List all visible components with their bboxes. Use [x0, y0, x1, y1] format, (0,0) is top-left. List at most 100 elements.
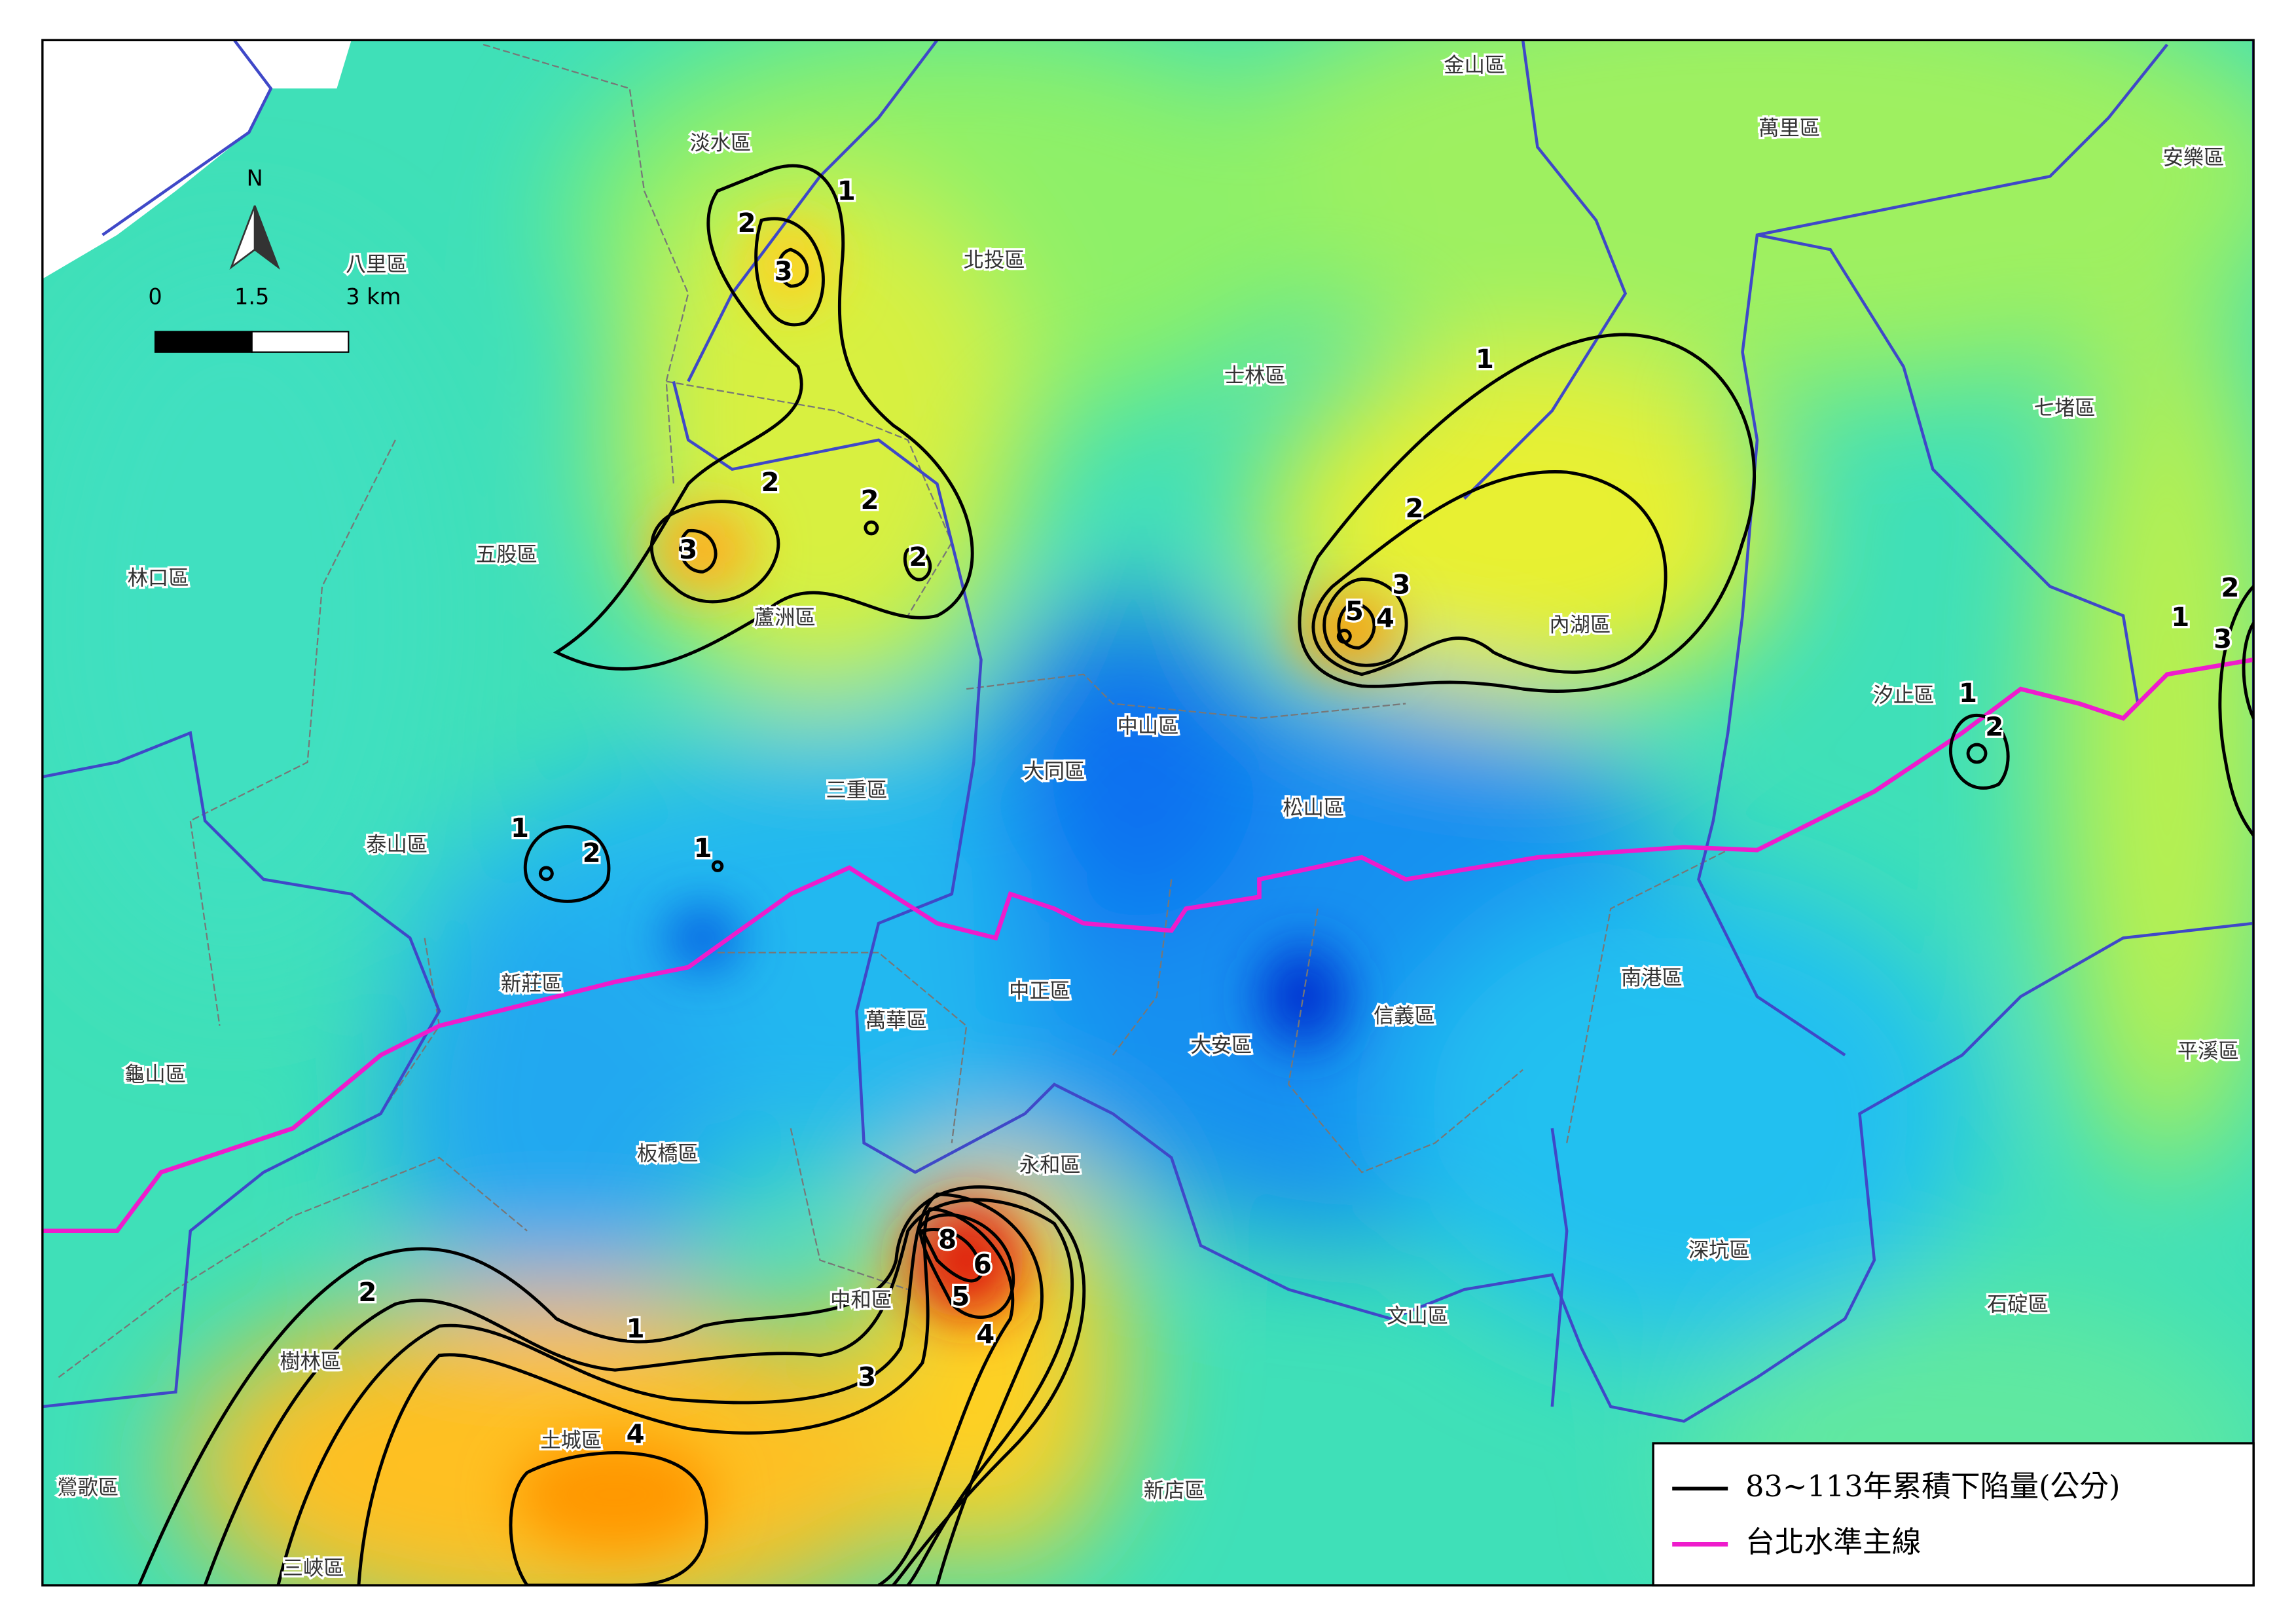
contour-label: 3 [2214, 624, 2232, 654]
contour-line [357, 1207, 1015, 1585]
district-label: 大安區 [1190, 1033, 1252, 1057]
blob [42, 249, 454, 982]
contour-label: 1 [1959, 678, 1977, 709]
district-label: 土城區 [540, 1429, 602, 1452]
map-frame [41, 39, 2255, 1587]
contour-line [509, 1451, 708, 1585]
contour-label: 4 [976, 1320, 994, 1350]
blob [175, 1289, 938, 1585]
contour-label: 3 [858, 1363, 876, 1393]
contour-line [523, 825, 724, 903]
contour-label: 3 [774, 257, 793, 287]
district-label: 萬里區 [1758, 117, 1820, 140]
district-label: 樹林區 [280, 1350, 341, 1373]
district-label: 中山區 [1118, 714, 1179, 738]
district-label: 永和區 [1019, 1154, 1081, 1177]
contour-label: 1 [1476, 344, 1494, 375]
contour-label: 4 [1376, 604, 1394, 634]
contour-label: 2 [1985, 712, 2003, 743]
contour-label: 2 [738, 208, 756, 238]
contour-label: 2 [358, 1278, 376, 1308]
district-label: 汐止區 [1873, 684, 1935, 707]
legend-box [1652, 1442, 2255, 1587]
contour-line [137, 1185, 1086, 1585]
contour-label: 1 [627, 1314, 645, 1344]
district-label: 八里區 [346, 253, 407, 276]
contour-label: 3 [1392, 570, 1410, 600]
district-label: 鶯歌區 [57, 1476, 118, 1500]
district-label: 三峽區 [283, 1557, 344, 1580]
scale-segment [251, 331, 350, 353]
district-label: 深坑區 [1688, 1238, 1750, 1262]
scale-label: 3 km [346, 284, 401, 309]
legend-label: 台北水準主線 [1745, 1524, 1921, 1559]
blob [1201, 40, 2254, 396]
contour-line [918, 1213, 1015, 1319]
district-label: 板橋區 [637, 1142, 699, 1166]
contour-line [553, 164, 974, 671]
contour-label: 1 [2171, 602, 2189, 633]
blob [651, 506, 754, 594]
district-label: 蘆洲區 [754, 606, 816, 629]
contour-line [650, 217, 932, 604]
contour-label: 2 [1406, 494, 1424, 524]
contour-label: 2 [583, 838, 601, 868]
district-label: 三重區 [826, 779, 887, 802]
north-arrow: N [229, 165, 280, 270]
district-label: 大同區 [1023, 760, 1085, 783]
leveling-line [42, 657, 2254, 1234]
contour-label: 5 [1345, 597, 1364, 627]
district-label: 信義區 [1374, 1005, 1435, 1028]
contour-line [203, 1198, 1074, 1585]
scale-segment [154, 331, 253, 353]
contour-label: 3 [679, 535, 697, 565]
district-label: 新莊區 [501, 972, 562, 995]
blob [512, 1435, 718, 1553]
contour-line [1311, 470, 1667, 676]
contours [137, 164, 2254, 1585]
district-label: 泰山區 [366, 833, 428, 857]
legend: 83~113年累積下陷量(公分) 台北水準主線 [1652, 1442, 2255, 1587]
district-label: 新店區 [1144, 1479, 1205, 1502]
contour-label: 2 [761, 468, 779, 498]
district-label: 七堵區 [2034, 396, 2096, 420]
scale-label: 0 [148, 284, 162, 309]
scale-label: 1.5 [234, 284, 269, 309]
district-label: 中和區 [830, 1289, 892, 1312]
district-label: 林口區 [128, 566, 189, 590]
district-label: 北投區 [964, 249, 1025, 272]
blob [380, 908, 733, 1319]
legend-label: 83~113年累積下陷量(公分) [1745, 1469, 2120, 1504]
north-arrow-right [253, 205, 280, 270]
district-label: 萬華區 [866, 1008, 927, 1032]
district-label: 中正區 [1009, 980, 1070, 1003]
contour-line [276, 1192, 1044, 1585]
district-label: 南港區 [1621, 966, 1683, 989]
contour-label: 2 [2221, 573, 2239, 603]
contour-label: 6 [974, 1249, 992, 1280]
contour-label: 1 [837, 176, 856, 206]
raster [42, 40, 2254, 1585]
contour-label: 2 [909, 542, 927, 572]
contour-line [1949, 713, 2010, 790]
contour-line [2218, 585, 2254, 837]
contour-label: 5 [951, 1282, 970, 1312]
district-label: 淡水區 [689, 132, 751, 155]
north-label: N [247, 165, 263, 191]
contour-line [1322, 577, 1408, 667]
contour-label: 1 [511, 813, 529, 843]
district-label: 龜山區 [124, 1063, 186, 1086]
contour-line [679, 248, 879, 574]
scale-bar: 0 1.5 3 km [148, 284, 401, 353]
sea [42, 40, 271, 279]
contour-label: 4 [627, 1420, 645, 1450]
district-label: 士林區 [1224, 364, 1286, 388]
blob [2050, 293, 2254, 1173]
district-label: 安樂區 [2162, 146, 2224, 170]
district-label: 石碇區 [1987, 1293, 2049, 1316]
contour-label: 1 [694, 834, 712, 864]
